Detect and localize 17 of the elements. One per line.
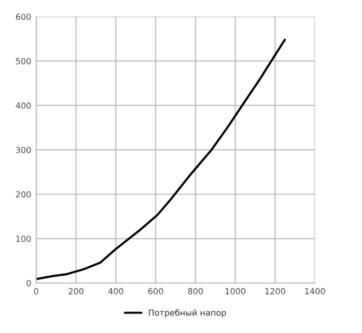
- line-series: [36, 38, 286, 280]
- y-tick-label: 0: [26, 280, 31, 286]
- x-tick-label: 800: [188, 288, 203, 294]
- x-tick-label: 1000: [226, 288, 246, 294]
- x-tick-label: 1400: [305, 288, 325, 294]
- x-tick-label: 200: [68, 288, 84, 294]
- y-tick-label: 100: [16, 236, 31, 242]
- legend-label: Потребный напор: [148, 309, 226, 318]
- x-tick-label: 0: [34, 288, 38, 294]
- y-tick-label: 300: [16, 146, 31, 154]
- x-tick-label: 600: [148, 288, 164, 294]
- y-tick-label: 500: [16, 58, 31, 64]
- x-tick-label: 1200: [265, 288, 286, 294]
- y-tick-label: 200: [16, 191, 31, 198]
- y-tick-label: 400: [16, 102, 31, 109]
- x-tick-label: 400: [108, 288, 124, 294]
- y-tick-label: 600: [16, 14, 31, 20]
